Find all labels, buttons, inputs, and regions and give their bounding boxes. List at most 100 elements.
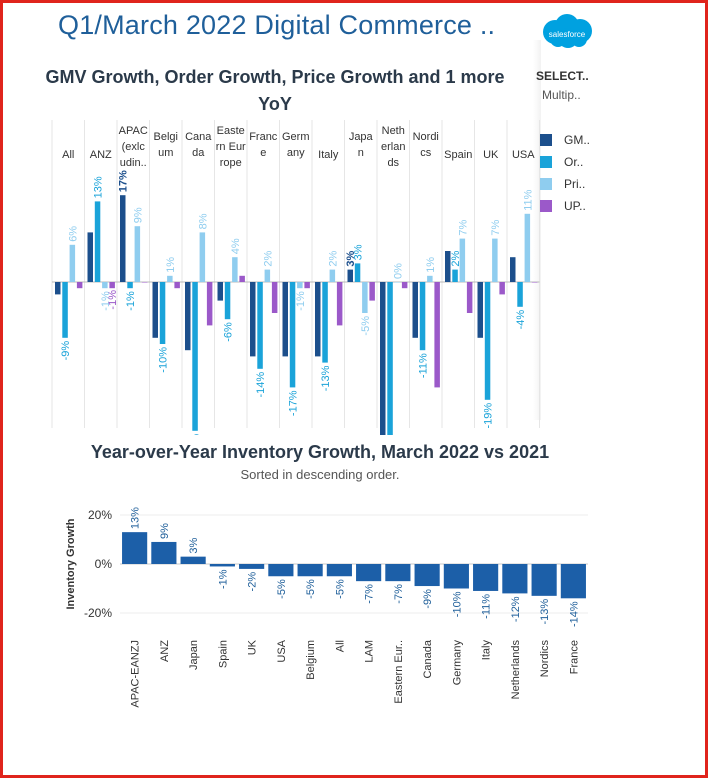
bar-gmv — [87, 232, 93, 282]
bar-upt — [304, 282, 310, 289]
bar-upt — [499, 282, 505, 295]
bar-gmv — [120, 195, 126, 282]
category-label: da — [192, 147, 205, 159]
category-label: Easte — [217, 125, 245, 137]
value-label: -14% — [568, 601, 580, 627]
y-axis-label: Inventory Growth — [65, 518, 77, 609]
bar — [531, 564, 557, 596]
bar-orders — [517, 282, 523, 307]
value-label: 13% — [130, 507, 142, 529]
chart2-subtitle: Sorted in descending order. — [240, 467, 400, 482]
bar-gmv — [152, 282, 158, 338]
bar-gmv — [510, 257, 516, 282]
bar-price — [199, 232, 206, 282]
bar — [385, 564, 411, 582]
bar-upt — [369, 282, 375, 301]
bar-price — [232, 257, 238, 282]
category-label: Nordi — [413, 131, 439, 143]
bar-upt — [239, 275, 245, 282]
value-label: -9% — [60, 341, 72, 361]
legend-swatch — [540, 178, 552, 190]
chart1-title: GMV Growth, Order Growth, Price Growth a… — [45, 67, 505, 114]
bar-price — [524, 213, 531, 282]
value-label: -12% — [510, 596, 522, 622]
bar-gmv — [185, 282, 191, 351]
value-label: -19% — [483, 403, 495, 429]
bar-upt — [174, 282, 180, 289]
category-label: Canada — [422, 639, 434, 678]
panel-divider — [533, 40, 541, 420]
bar-orders — [419, 282, 426, 351]
value-label: -1% — [125, 291, 137, 311]
y-tick-label: -20% — [84, 606, 112, 620]
category-label: n — [358, 147, 364, 159]
value-label: -1% — [217, 569, 229, 589]
value-label: -9% — [422, 589, 434, 609]
category-label: UK — [247, 639, 259, 655]
bar-upt — [401, 282, 408, 289]
bar-orders — [62, 282, 68, 338]
legend-label: Or.. — [564, 155, 584, 169]
value-label: 8% — [197, 213, 209, 229]
bar-upt — [271, 282, 278, 313]
bar — [268, 564, 294, 577]
value-label: 2% — [262, 250, 274, 266]
value-label: -24% — [190, 434, 202, 435]
bar-orders — [387, 282, 393, 435]
value-label: -11% — [418, 353, 430, 378]
value-label: 1% — [165, 257, 177, 273]
value-label: 2% — [327, 250, 339, 266]
value-label: -14% — [255, 372, 267, 398]
bar — [560, 564, 586, 599]
bar-gmv — [55, 282, 61, 295]
bar — [326, 564, 352, 577]
bar-price — [297, 282, 303, 289]
y-tick-label: 20% — [88, 508, 112, 522]
yoy-growth-chart: All ANZ APAC (exlc udin.. Belgi um Cana da Easte r… — [51, 120, 540, 435]
category-label: LAM — [364, 640, 376, 663]
bar — [356, 564, 382, 582]
value-label: 6% — [67, 226, 79, 242]
value-label: -5% — [305, 579, 317, 599]
category-label: Germ — [282, 131, 310, 143]
value-label: -7% — [393, 584, 405, 604]
bar — [502, 564, 528, 594]
value-label: 2% — [450, 250, 462, 266]
legend-label: UP.. — [564, 199, 586, 213]
category-label: rn Eur — [216, 141, 246, 153]
bar — [180, 556, 206, 564]
bar-price — [362, 282, 368, 313]
value-label: 7% — [490, 219, 502, 235]
legend-swatch — [540, 134, 552, 146]
value-label: -6% — [223, 322, 235, 342]
bar-orders — [159, 282, 166, 344]
page-title: Q1/March 2022 Digital Commerce .. — [58, 10, 496, 40]
category-label: Italy — [481, 640, 493, 661]
bar-gmv — [217, 282, 223, 301]
category-label: Cana — [185, 131, 212, 143]
category-label: Neth — [382, 125, 405, 137]
bar-upt — [434, 282, 440, 388]
bar-orders — [224, 282, 231, 320]
category-label: (exlc — [122, 141, 146, 153]
category-label: APAC-EANZJ — [130, 640, 142, 708]
bar-price — [102, 282, 108, 289]
bar — [473, 564, 499, 591]
category-label: any — [287, 147, 305, 159]
category-label: Italy — [318, 149, 339, 161]
value-label: 3% — [345, 250, 357, 266]
bar-orders — [322, 282, 328, 363]
bar-price — [427, 275, 433, 282]
category-label: Eastern Eur.. — [393, 640, 405, 704]
legend-label: GM.. — [564, 133, 590, 147]
value-label: -7% — [364, 584, 376, 604]
value-label: 3% — [353, 244, 365, 260]
value-label: 1% — [425, 257, 437, 273]
category-label: um — [158, 147, 173, 159]
filter-dropdown[interactable]: Multip.. — [542, 88, 581, 102]
category-label: ANZ — [159, 640, 171, 662]
category-label: udin.. — [120, 157, 147, 169]
logo-text: salesforce — [549, 30, 586, 39]
category-label: All — [62, 149, 74, 161]
